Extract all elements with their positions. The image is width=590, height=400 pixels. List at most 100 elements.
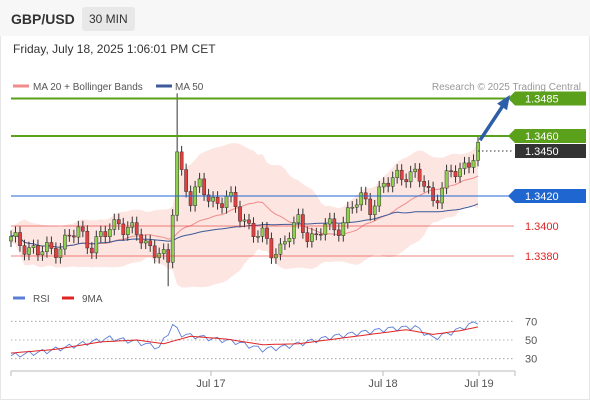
candle-bear xyxy=(332,218,337,231)
candle-bull xyxy=(31,245,36,248)
candle-bull xyxy=(143,240,148,244)
rsi-line xyxy=(10,321,479,358)
candle-bear xyxy=(72,235,76,238)
candle-bear xyxy=(85,230,90,249)
pivot-level-label-bg xyxy=(508,189,586,203)
candle-bear xyxy=(89,247,94,254)
candle-bear xyxy=(265,227,269,239)
candle-bull xyxy=(296,214,301,223)
candle-bull xyxy=(381,182,386,188)
candle-bear xyxy=(318,233,323,236)
candle-bear xyxy=(67,234,72,237)
projection-arrow-head xyxy=(497,94,510,111)
candle-bull xyxy=(40,251,45,256)
last-price-label-bg xyxy=(515,144,586,158)
timeframe-button[interactable]: 30 MIN xyxy=(82,7,135,31)
x-tick-label: Jul 17 xyxy=(196,378,225,390)
candle-bull xyxy=(13,232,18,237)
candle-bull xyxy=(224,196,229,208)
candle-bull xyxy=(408,171,413,183)
legend-label-ma20: MA 20 + Bollinger Bands xyxy=(33,82,143,93)
candle-bull xyxy=(462,162,467,169)
rsi-level-label: 70 xyxy=(525,316,537,328)
candle-bear xyxy=(247,219,251,224)
x-tick-label: Jul 18 xyxy=(368,378,397,390)
candle-bull xyxy=(9,236,13,242)
candle-bear xyxy=(103,231,108,237)
candle-bear xyxy=(121,223,126,235)
candle-bull xyxy=(471,160,476,168)
candle-bull xyxy=(278,243,283,255)
candle-bear xyxy=(238,206,242,222)
candle-bull xyxy=(292,222,296,239)
candle-bull xyxy=(458,168,462,177)
candle-bear xyxy=(426,186,431,188)
candle-bear xyxy=(422,181,426,187)
last-price-label: 1.3450 xyxy=(525,146,559,158)
candle-bear xyxy=(220,203,224,208)
candle-bear xyxy=(417,168,422,182)
candle-bull xyxy=(170,214,175,263)
candle-bull xyxy=(27,247,31,255)
legend-swatch-ma50 xyxy=(156,84,172,88)
support-level-label: 1.3400 xyxy=(525,221,559,233)
candle-bull xyxy=(444,170,449,189)
rsi-layer: 70 50 30 xyxy=(10,316,537,366)
x-tick-label: Jul 19 xyxy=(464,378,493,390)
candle-bull xyxy=(130,222,135,228)
target-level-label: 1.3485 xyxy=(525,94,559,106)
candle-bull xyxy=(211,196,215,202)
candle-bear xyxy=(139,234,144,244)
candle-bear xyxy=(152,245,157,258)
candle-bear xyxy=(269,238,274,259)
candle-bear xyxy=(148,240,153,247)
candle-bull xyxy=(350,206,355,209)
legend-swatch-ma20 xyxy=(13,84,29,88)
candle-bull xyxy=(242,219,247,222)
candle-bull xyxy=(98,231,103,237)
candle-bull xyxy=(345,207,350,223)
rsi-level-label: 30 xyxy=(525,354,537,366)
candle-bear xyxy=(233,192,238,208)
support-level-label: 1.3380 xyxy=(525,251,559,263)
candle-bear xyxy=(179,151,184,170)
candle-bear xyxy=(435,200,440,204)
candle-bear xyxy=(54,248,58,258)
candle-bear xyxy=(399,169,404,180)
candle-bear xyxy=(314,233,319,236)
candle-bull xyxy=(327,218,332,225)
candle-bear xyxy=(202,178,206,196)
candle-bear xyxy=(305,232,310,242)
candle-bear xyxy=(18,232,22,246)
candle-bear xyxy=(184,169,188,192)
price-layer xyxy=(9,93,480,288)
pivot-level-label: 1.3420 xyxy=(525,191,559,203)
candle-bear xyxy=(134,222,139,235)
candle-bull xyxy=(359,192,364,206)
legend-swatch-9ma xyxy=(62,296,74,300)
candle-bull xyxy=(283,241,287,245)
candle-bear xyxy=(22,245,27,255)
resistance-level-label-bg xyxy=(508,129,586,143)
legend-label-ma50: MA 50 xyxy=(175,82,204,93)
candle-bear xyxy=(404,179,409,183)
candle-bull xyxy=(161,249,166,254)
candle-bear xyxy=(431,187,435,201)
candle-bear xyxy=(80,226,85,232)
projection-arrow-line xyxy=(478,101,507,142)
candle-bull xyxy=(175,151,179,216)
candle-bull xyxy=(310,233,314,242)
chart-header: GBP/USD 30 MIN xyxy=(0,0,590,36)
symbol-label: GBP/USD xyxy=(11,11,75,27)
candle-bull xyxy=(58,248,63,258)
candle-bull xyxy=(287,238,292,242)
candle-bull xyxy=(112,219,117,230)
resistance-level-label: 1.3460 xyxy=(525,131,559,143)
candle-bear xyxy=(301,214,305,233)
candle-bear xyxy=(188,191,193,206)
candle-bull xyxy=(125,227,130,235)
candle-bear xyxy=(215,196,220,204)
candle-bull xyxy=(395,169,400,178)
candle-bear xyxy=(386,182,391,187)
